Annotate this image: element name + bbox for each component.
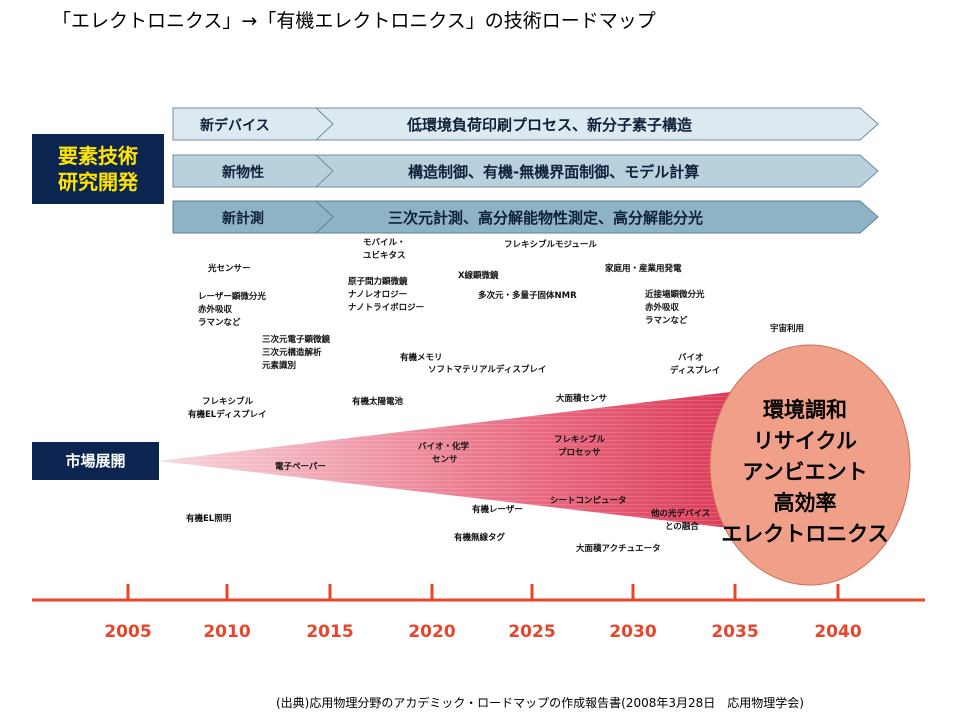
page-title: 「エレクトロニクス」→「有機エレクトロニクス」の技術ロードマップ <box>52 10 656 32</box>
label-mobile-ubiquitous: モバイル・ ユビキタス <box>363 238 406 261</box>
year-2030: 2030 <box>609 622 657 642</box>
arrow-text-new-device: 低環境負荷印刷プロセス、新分子素子構造 <box>407 116 693 134</box>
label-3d-electron-microscope: 三次元電子顕微鏡 三次元構造解析 元素識別 <box>262 335 331 371</box>
label-electronic-paper: 電子ペーパー <box>275 462 326 472</box>
label-xray-microscope: X線顕微鏡 <box>458 271 499 281</box>
goal-text: 環境調和 リサイクル アンビエント 高効率 エレクトロニクス <box>710 395 900 550</box>
label-soft-material-display: ソフトマテリアルディスプレイ <box>428 365 547 375</box>
label-bio-display: バイオ ディスプレイ <box>670 353 721 376</box>
label-power-generation: 家庭用・産業用発電 <box>605 264 682 274</box>
label-sheet-computer: シートコンピュータ <box>550 496 627 506</box>
source-citation: (出典)応用物理分野のアカデミック・ロードマップの作成報告書(2008年3月28… <box>276 696 804 710</box>
label-large-area-actuator: 大面積アクチュエータ <box>576 544 661 554</box>
label-organic-laser: 有機レーザー <box>472 505 523 515</box>
label-afm: 原子間力顕微鏡 ナノレオロジー ナノトライボロジー <box>348 277 425 313</box>
label-space-use: 宇宙利用 <box>770 324 805 334</box>
year-2015: 2015 <box>306 622 354 642</box>
label-optical-sensor: 光センサー <box>208 264 251 274</box>
year-2035: 2035 <box>711 622 759 642</box>
label-flexible-oled-display: フレキシブル 有機ELディスプレイ <box>188 397 267 420</box>
label-near-field-spectroscopy: 近接場顕微分光 赤外吸収 ラマンなど <box>645 290 705 326</box>
rnd-label-line: 要素技術 <box>58 144 138 168</box>
label-laser-microspectroscopy: レーザー顕微分光 赤外吸収 ラマンなど <box>198 292 266 328</box>
year-2005: 2005 <box>104 622 152 642</box>
year-2010: 2010 <box>203 622 251 642</box>
goal-line: エレクトロニクス <box>721 522 889 546</box>
goal-line: リサイクル <box>753 429 857 453</box>
goal-line: 環境調和 <box>763 398 847 422</box>
year-2020: 2020 <box>408 622 456 642</box>
market-box: 市場展開 <box>32 442 159 480</box>
arrow-new-property-main <box>314 154 879 188</box>
arrow-label-new-device: 新デバイス <box>200 118 270 134</box>
label-optical-device-fusion: 他の光デバイス との融合 <box>651 509 711 532</box>
arrow-text-new-property: 構造制御、有機-無機界面制御、モデル計算 <box>408 163 700 181</box>
rnd-label-line: 研究開発 <box>58 170 138 194</box>
year-2040: 2040 <box>814 622 862 642</box>
label-organic-wireless-tag: 有機無線タグ <box>454 533 506 543</box>
arrow-new-measure-main <box>314 200 879 234</box>
year-2025: 2025 <box>508 622 556 642</box>
arrow-label-new-property: 新物性 <box>222 165 264 181</box>
rnd-box: 要素技術 研究開発 <box>32 134 164 204</box>
label-flexible-processor: フレキシブル プロセッサ <box>554 435 606 458</box>
goal-line: アンビエント <box>742 460 868 484</box>
goal-circle <box>709 344 911 586</box>
market-wedge-stripes <box>159 386 780 534</box>
arrow-new-device-main <box>314 107 879 141</box>
label-large-area-sensor: 大面積センサ <box>556 394 608 404</box>
label-flexible-module: フレキシブルモジュール <box>504 240 597 250</box>
label-nmr: 多次元・多量子固体NMR <box>478 291 577 301</box>
goal-line: 高効率 <box>773 491 837 515</box>
timeline-ticks <box>126 584 840 600</box>
label-bio-chemical-sensor: バイオ・化学 センサ <box>418 442 470 465</box>
label-organic-el-lighting: 有機EL照明 <box>186 514 232 524</box>
label-organic-solar-cell: 有機太陽電池 <box>352 397 404 407</box>
label-organic-memory: 有機メモリ <box>400 353 443 363</box>
arrow-text-new-measure: 三次元計測、高分解能物性測定、高分解能分光 <box>388 209 704 227</box>
arrow-label-new-measure: 新計測 <box>222 211 264 227</box>
